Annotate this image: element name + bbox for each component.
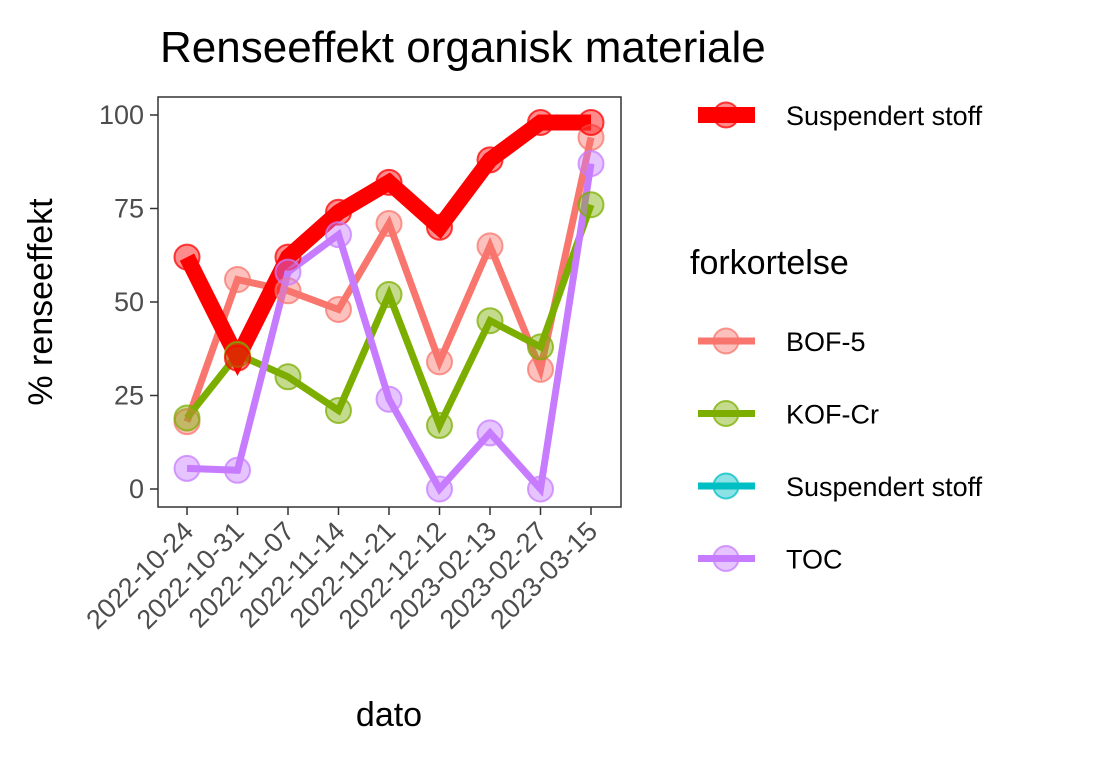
y-tick-label: 75 [114, 194, 144, 224]
data-point [375, 281, 403, 309]
data-point [173, 404, 201, 432]
legend-key-point [712, 545, 740, 572]
legend-key-highlight-point [712, 101, 740, 129]
series-line-bof-5 [183, 136, 595, 423]
data-point [577, 191, 605, 219]
legend-label: TOC [786, 545, 843, 575]
y-tick-label: 25 [114, 381, 144, 411]
data-point [325, 221, 352, 249]
data-point [527, 108, 554, 136]
series-line-toc [186, 163, 595, 497]
y-axis-title: % renseeffekt [22, 198, 60, 406]
data-point [426, 475, 453, 503]
data-point [325, 295, 352, 323]
data-point [476, 419, 504, 447]
data-point [173, 454, 201, 482]
data-point [274, 243, 302, 271]
data-point [527, 333, 554, 361]
legend-key-point [712, 327, 740, 355]
data-point [375, 209, 403, 237]
data-point [173, 243, 201, 271]
y-tick-label: 0 [129, 474, 144, 504]
data-point [476, 307, 504, 335]
legend-label-highlight: Suspendert stoff [786, 101, 983, 131]
data-point [224, 266, 251, 294]
data-point [426, 411, 453, 439]
data-point [527, 475, 554, 503]
data-point [274, 277, 302, 305]
legend-key-point [712, 472, 740, 500]
series-line-kof-cr [184, 203, 595, 435]
data-point [476, 146, 504, 174]
data-point [224, 456, 251, 484]
data-point [577, 123, 605, 151]
legend-label: BOF-5 [786, 327, 866, 357]
data-point [325, 396, 352, 424]
data-point [274, 258, 302, 286]
data-point [577, 150, 605, 178]
data-point [527, 355, 554, 383]
axes: 02550751002022-10-242022-10-312022-11-07… [80, 100, 603, 635]
plot-area [157, 96, 622, 508]
legend-key-point [712, 400, 740, 427]
data-point [476, 232, 504, 260]
data-point [577, 108, 605, 136]
series-line-suspendert-stoff [179, 114, 591, 376]
y-tick-label: 100 [99, 100, 144, 130]
chart-title: Renseeffekt organisk materiale [160, 23, 766, 72]
data-point [274, 363, 302, 391]
legend: Suspendert stoff forkortelse BOF-5 KOF-Cr Su… [690, 101, 983, 575]
x-axis-title: dato [356, 696, 422, 734]
data-point [426, 213, 453, 241]
data-point [375, 168, 403, 196]
data-point [426, 348, 453, 376]
legend-title: forkortelse [690, 244, 849, 282]
y-tick-label: 50 [114, 287, 144, 317]
data-point [375, 385, 403, 413]
data-point [224, 344, 251, 372]
data-point [325, 198, 352, 226]
legend-label: Suspendert stoff [786, 472, 983, 502]
legend-label: KOF-Cr [786, 400, 879, 430]
